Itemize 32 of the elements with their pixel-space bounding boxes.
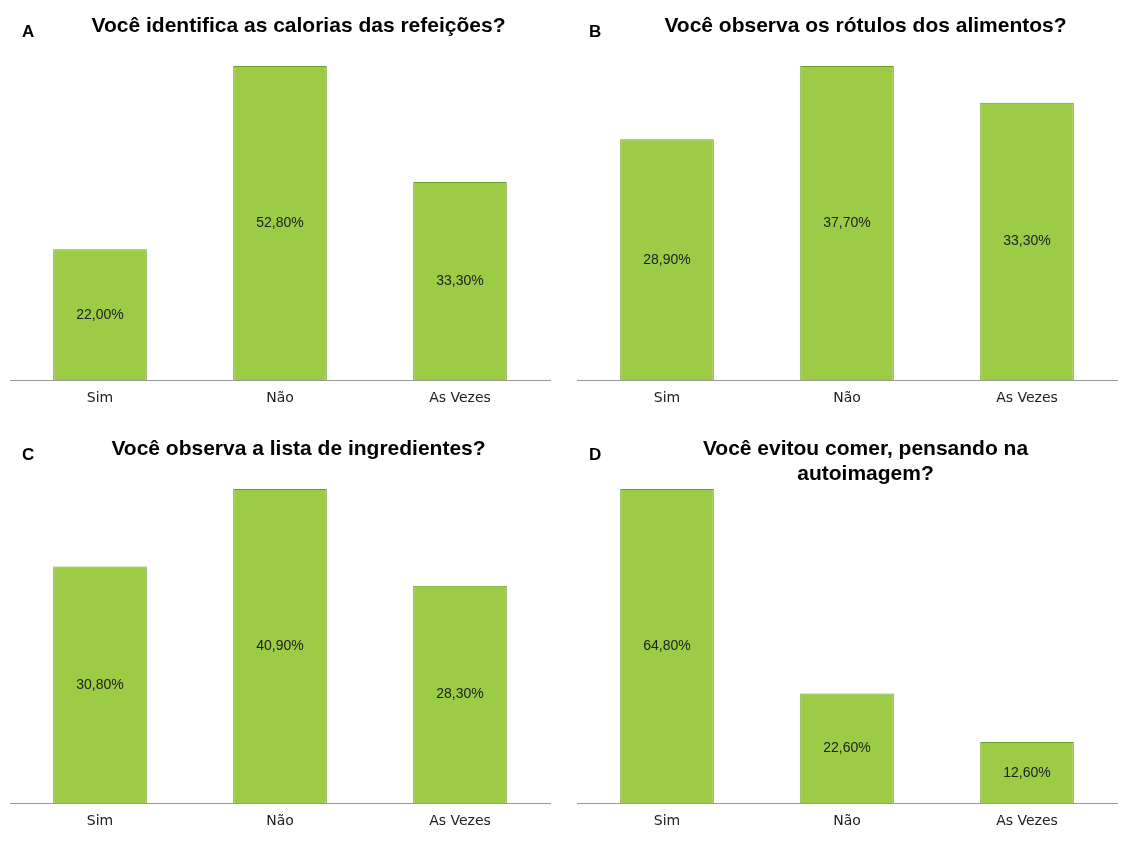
data-label: 22,60%	[823, 739, 871, 756]
x-tick-label: As Vezes	[996, 389, 1058, 406]
text: A	[22, 22, 35, 42]
x-tick-label: As Vezes	[429, 812, 491, 829]
x-tick-label: Sim	[86, 812, 114, 829]
text: C	[22, 445, 35, 465]
data-label: 52,80%	[256, 213, 304, 230]
x-tick-label: Não	[266, 389, 294, 406]
chart-title: Você evitou comer, pensando na autoimagem?	[701, 435, 1030, 485]
x-tick-label: Não	[266, 812, 294, 829]
x-tick-label: As Vezes	[996, 812, 1058, 829]
data-label: 33,30%	[436, 271, 484, 288]
x-tick-label: Sim	[653, 812, 681, 829]
text: D	[589, 445, 602, 465]
x-tick-label: Não	[833, 389, 861, 406]
x-tick-label: As Vezes	[429, 389, 491, 406]
x-tick-label: Sim	[653, 389, 681, 406]
data-label: 64,80%	[643, 636, 691, 653]
data-label: 22,00%	[76, 305, 124, 322]
x-tick-label: Não	[833, 812, 861, 829]
text: B	[589, 22, 602, 42]
data-label: 28,90%	[643, 250, 691, 267]
chart-title: Você identifica as calorias das refeições?	[90, 12, 507, 37]
data-label: 28,30%	[436, 685, 484, 702]
data-label: 33,30%	[1003, 232, 1051, 249]
data-label: 30,80%	[76, 675, 124, 692]
data-label: 37,70%	[823, 213, 871, 230]
data-label: 40,90%	[256, 636, 304, 653]
x-tick-label: Sim	[86, 389, 114, 406]
chart-title: Você observa os rótulos dos alimentos?	[663, 12, 1068, 37]
chart-title: Você observa a lista de ingredientes?	[110, 435, 487, 460]
data-label: 12,60%	[1003, 763, 1051, 780]
